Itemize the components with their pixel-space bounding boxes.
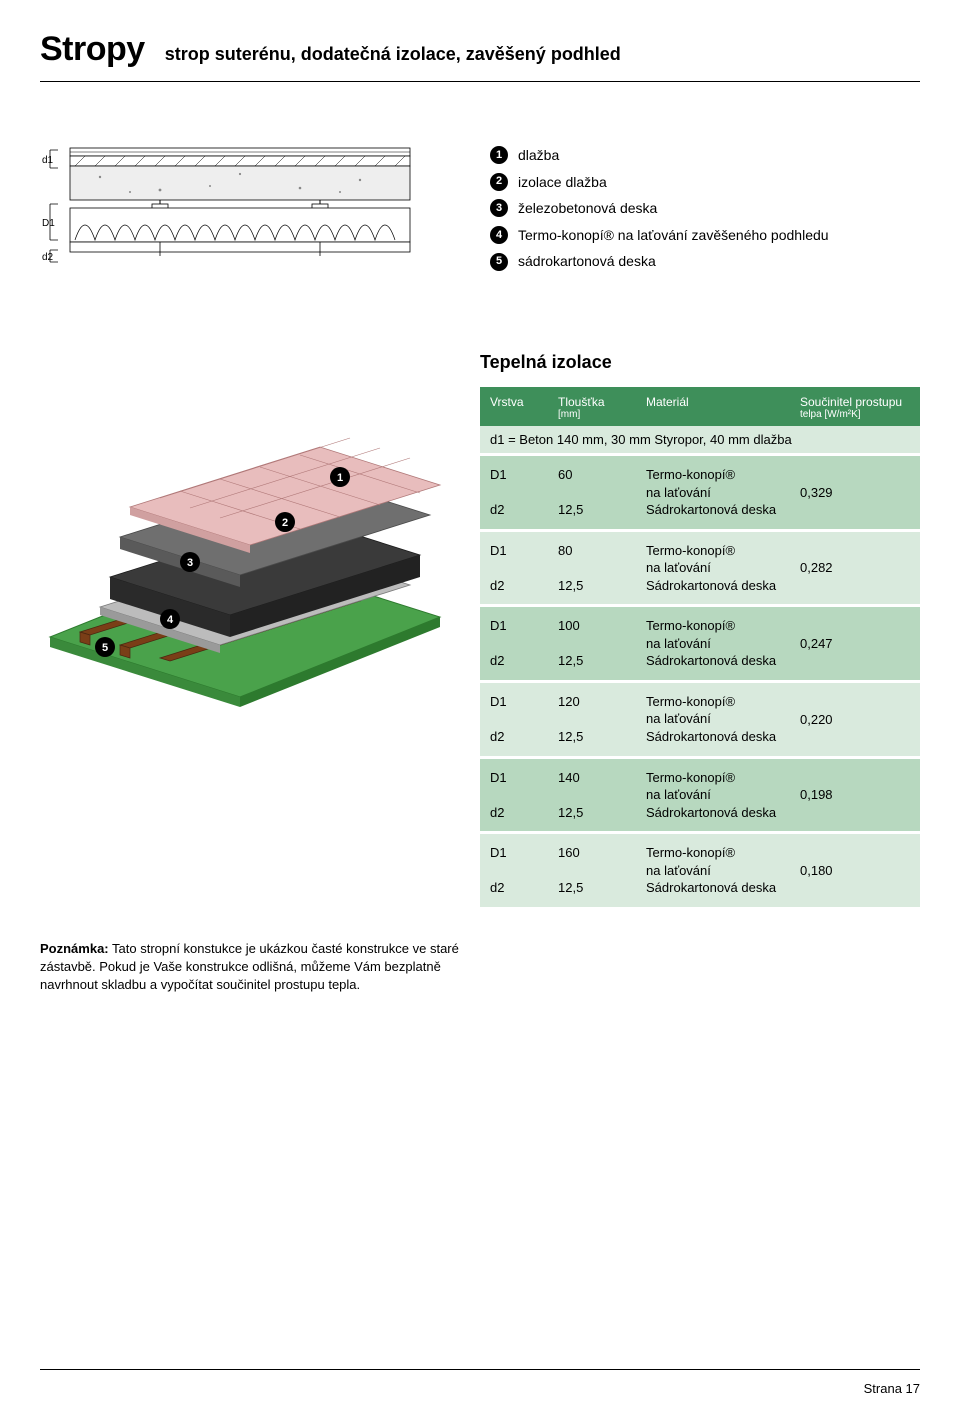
table-body: D1 d260 12,5Termo-konopí®na laťováníSádr… [480, 456, 920, 910]
cell-material: Termo-konopí®na laťováníSádrokartonová d… [646, 617, 792, 670]
th-layer: Vrstva [490, 395, 550, 420]
cross-section-diagram: d1 D1 d2 [40, 142, 420, 292]
cell-material: Termo-konopí®na laťováníSádrokartonová d… [646, 693, 792, 746]
main-content-row: 1 2 3 4 5 Vrstva Tloušťka [mm] Materiál … [40, 387, 920, 910]
table-row: D1 d2140 12,5Termo-konopí®na laťováníSád… [480, 759, 920, 835]
legend-num-icon: 3 [490, 199, 508, 217]
th-thickness: Tloušťka [mm] [558, 395, 638, 420]
dim-d1: d1 [42, 155, 54, 166]
dim-d2: d2 [42, 252, 54, 263]
cell-layer: D1 d2 [490, 769, 550, 822]
th-thickness-unit: [mm] [558, 409, 638, 420]
svg-text:2: 2 [282, 517, 288, 529]
dim-D1: D1 [42, 218, 55, 229]
cell-coefficient: 0,220 [800, 712, 910, 727]
cell-layer: D1 d2 [490, 542, 550, 595]
legend-num-icon: 2 [490, 173, 508, 191]
table-row: D1 d280 12,5Termo-konopí®na laťováníSádr… [480, 532, 920, 608]
footnote: Poznámka: Tato stropní konstukce je ukáz… [40, 940, 500, 995]
cell-thickness: 60 12,5 [558, 466, 638, 519]
th-coeff-unit: telpa [W/m²K] [800, 409, 910, 420]
header-rule [40, 81, 920, 82]
legend-list: 1 dlažba 2 izolace dlažba 3 železobetonová … [490, 142, 829, 275]
cell-coefficient: 0,247 [800, 636, 910, 651]
th-coeff-label: Součinitel prostupu [800, 395, 910, 409]
legend-item: 3 železobetonová deska [490, 195, 829, 222]
table-row: D1 d260 12,5Termo-konopí®na laťováníSádr… [480, 456, 920, 532]
cell-coefficient: 0,180 [800, 863, 910, 878]
cell-coefficient: 0,198 [800, 787, 910, 802]
cell-thickness: 160 12,5 [558, 844, 638, 897]
svg-text:1: 1 [337, 472, 343, 484]
section-and-legend: d1 D1 d2 [40, 142, 920, 292]
iso-diagram-column: 1 2 3 4 5 [40, 387, 450, 712]
footnote-label: Poznámka: [40, 941, 109, 956]
legend-item: 2 izolace dlažba [490, 169, 829, 196]
cell-material: Termo-konopí®na laťováníSádrokartonová d… [646, 542, 792, 595]
th-material: Materiál [646, 395, 792, 420]
cell-layer: D1 d2 [490, 617, 550, 670]
page-number: Strana 17 [864, 1381, 920, 1396]
svg-text:3: 3 [187, 557, 193, 569]
section-heading: Tepelná izolace [480, 352, 920, 373]
th-coeff: Součinitel prostupu telpa [W/m²K] [800, 395, 910, 420]
cell-coefficient: 0,282 [800, 560, 910, 575]
table-row: D1 d2100 12,5Termo-konopí®na laťováníSád… [480, 607, 920, 683]
cell-material: Termo-konopí®na laťováníSádrokartonová d… [646, 844, 792, 897]
cell-material: Termo-konopí®na laťováníSádrokartonová d… [646, 769, 792, 822]
legend-text: Termo-konopí® na laťování zavěšeného pod… [518, 222, 829, 249]
page-title: Stropy [40, 30, 145, 69]
th-thickness-label: Tloušťka [558, 395, 638, 409]
cell-layer: D1 d2 [490, 466, 550, 519]
legend-text: železobetonová deska [518, 195, 657, 222]
legend-text: izolace dlažba [518, 169, 607, 196]
cell-thickness: 100 12,5 [558, 617, 638, 670]
cell-material: Termo-konopí®na laťováníSádrokartonová d… [646, 466, 792, 519]
page-subtitle: strop suterénu, dodatečná izolace, zavěš… [165, 44, 621, 65]
svg-text:4: 4 [167, 614, 174, 626]
table-header: Vrstva Tloušťka [mm] Materiál Součinitel… [480, 387, 920, 426]
table-row: D1 d2160 12,5Termo-konopí®na laťováníSád… [480, 834, 920, 910]
legend-num-icon: 4 [490, 226, 508, 244]
cell-coefficient: 0,329 [800, 485, 910, 500]
cell-thickness: 80 12,5 [558, 542, 638, 595]
svg-text:5: 5 [102, 642, 108, 654]
cell-layer: D1 d2 [490, 693, 550, 746]
footer-rule [40, 1369, 920, 1370]
legend-item: 4 Termo-konopí® na laťování zavěšeného po… [490, 222, 829, 249]
cell-thickness: 120 12,5 [558, 693, 638, 746]
legend-item: 5 sádrokartonová deska [490, 248, 829, 275]
cell-thickness: 140 12,5 [558, 769, 638, 822]
legend-text: sádrokartonová deska [518, 248, 656, 275]
thermal-table: Vrstva Tloušťka [mm] Materiál Součinitel… [480, 387, 920, 910]
legend-num-icon: 5 [490, 253, 508, 271]
legend-num-icon: 1 [490, 146, 508, 164]
page-header: Stropy strop suterénu, dodatečná izolace… [40, 30, 920, 69]
legend-item: 1 dlažba [490, 142, 829, 169]
table-row: D1 d2120 12,5Termo-konopí®na laťováníSád… [480, 683, 920, 759]
cell-layer: D1 d2 [490, 844, 550, 897]
table-d1-note: d1 = Beton 140 mm, 30 mm Styropor, 40 mm… [480, 426, 920, 456]
legend-text: dlažba [518, 142, 559, 169]
isometric-diagram: 1 2 3 4 5 [40, 387, 450, 707]
